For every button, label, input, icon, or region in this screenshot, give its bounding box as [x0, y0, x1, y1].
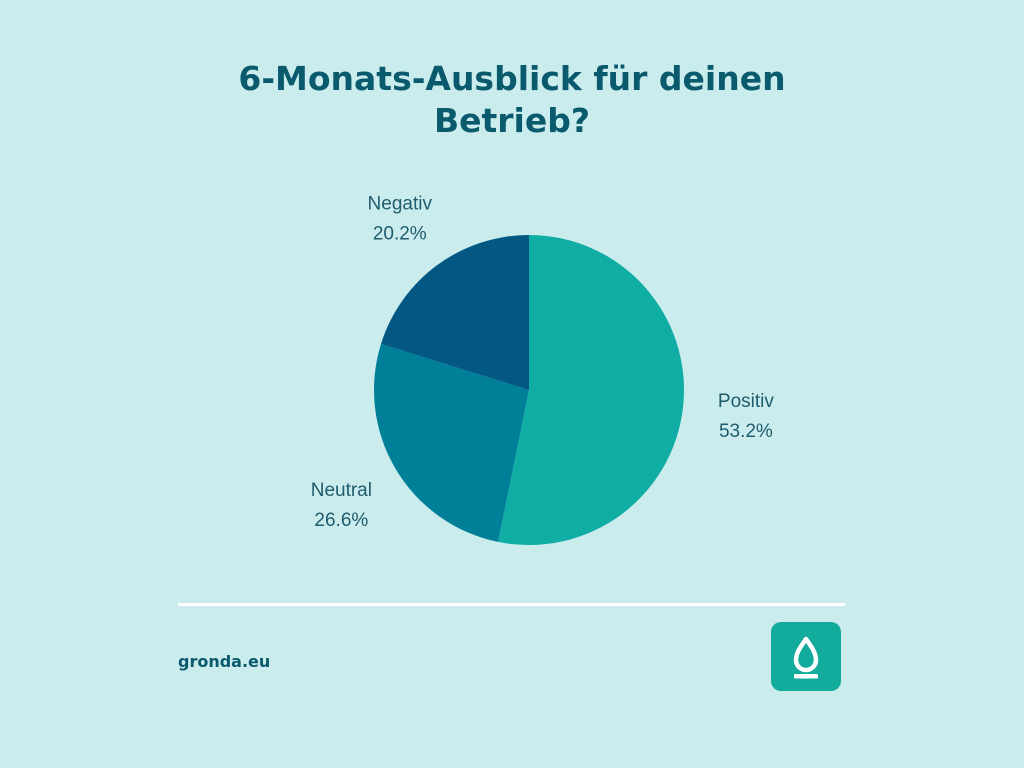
- slice-label-positiv: Positiv: [718, 391, 774, 412]
- pie-slice-positiv: [498, 235, 684, 545]
- chart-title: 6-Monats-Ausblick für deinen Betrieb?: [0, 58, 1024, 142]
- slice-value-neutral: 26.6%: [314, 510, 368, 531]
- footer-divider: [178, 603, 845, 606]
- gronda-logo: [771, 622, 841, 691]
- pie-slice-negativ: [380, 235, 529, 390]
- pie-slice-neutral: [373, 343, 529, 542]
- chart-title-line-1: 6-Monats-Ausblick für deinen: [238, 59, 786, 98]
- slice-label-neutral: Neutral: [311, 480, 372, 501]
- chart-title-line-2: Betrieb?: [433, 101, 591, 140]
- slice-value-negativ: 20.2%: [373, 223, 427, 244]
- drop-icon: [793, 636, 819, 679]
- slice-value-positiv: 53.2%: [719, 421, 773, 442]
- website-label: gronda.eu: [178, 652, 271, 671]
- slice-label-negativ: Negativ: [368, 193, 433, 214]
